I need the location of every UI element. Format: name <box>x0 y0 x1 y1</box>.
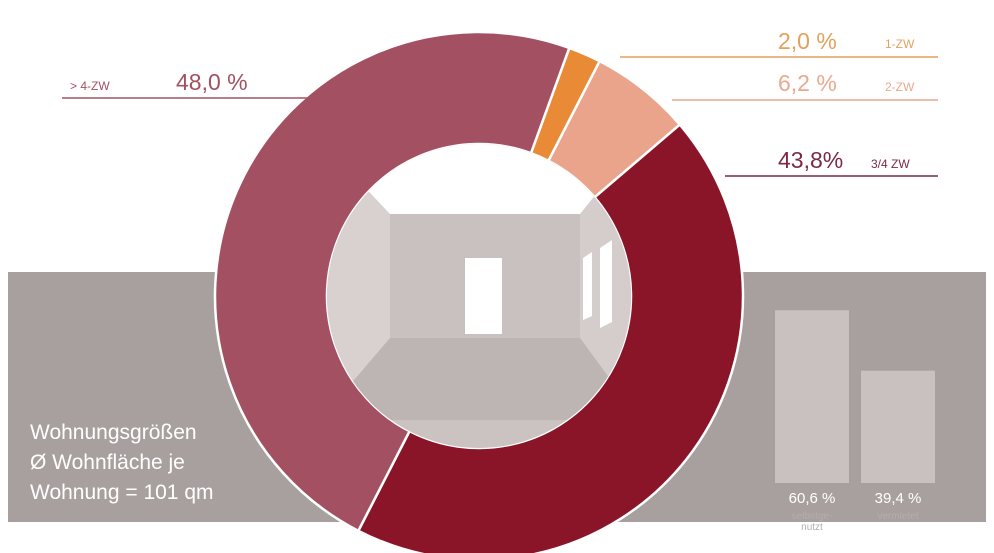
category-label-34zw: 3/4 ZW <box>871 157 910 171</box>
bar-2 <box>861 370 935 483</box>
category-label-2zw: 2-ZW <box>885 80 915 94</box>
label-1zw: 2,0 % 1-ZW <box>620 28 938 58</box>
caption-line-1: Wohnungsgrößen <box>30 421 197 444</box>
value-label-2zw: 6,2 % <box>778 70 837 96</box>
bar-category-label-1-line-1: selbstge- <box>792 511 833 522</box>
caption-line-3: Wohnung = 101 qm <box>30 481 214 504</box>
category-label-gt4zw: > 4-ZW <box>70 79 110 93</box>
label-2zw: 6,2 % 2-ZW <box>672 70 938 101</box>
value-label-34zw: 43,8% <box>778 147 843 173</box>
bar-1 <box>775 310 849 483</box>
bar-value-label-1: 60,6 % <box>789 490 836 507</box>
caption-line-2: Ø Wohnfläche je <box>30 451 185 474</box>
bar-value-label-2: 39,4 % <box>875 490 922 507</box>
category-label-1zw: 1-ZW <box>885 37 915 51</box>
bar-chart: 60,6 % selbstge-nutzt 39,4 % vermietet <box>775 310 935 533</box>
value-label-gt4zw: 48,0 % <box>176 69 248 95</box>
value-label-1zw: 2,0 % <box>778 28 837 54</box>
bar-category-label-1-line-2: nutzt <box>801 522 823 533</box>
label-34zw: 43,8% 3/4 ZW <box>725 147 938 177</box>
room-door <box>465 258 502 334</box>
label-gt4zw: > 4-ZW 48,0 % <box>62 69 372 99</box>
bar-category-label-2-line-1: vermietet <box>877 511 918 522</box>
